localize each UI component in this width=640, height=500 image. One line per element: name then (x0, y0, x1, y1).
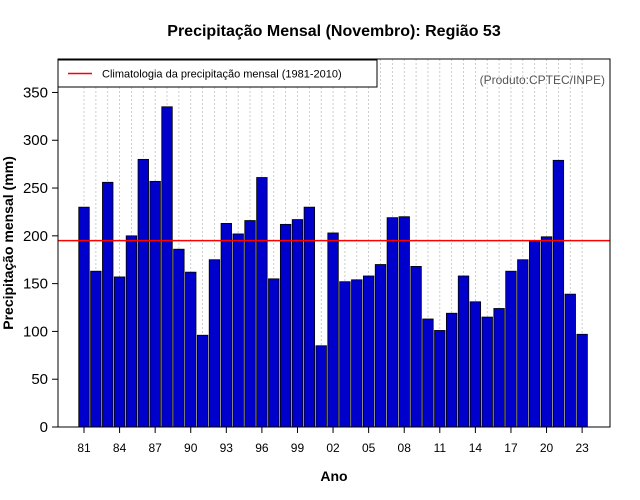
y-tick-label: 200 (23, 228, 48, 245)
x-tick-label: 02 (326, 441, 340, 455)
bar-11 (434, 330, 446, 428)
bar-06 (374, 264, 387, 428)
bar-88 (161, 106, 173, 428)
x-tick-label: 20 (540, 441, 554, 455)
bar-05 (362, 275, 375, 428)
bar-16 (493, 308, 505, 428)
bar-08 (398, 216, 410, 428)
chart-title: Precipitação Mensal (Novembro): Região 5… (167, 23, 501, 40)
y-tick-label: 50 (31, 371, 48, 388)
bar-12 (446, 312, 458, 428)
bar-19 (529, 241, 541, 428)
y-axis-label: Precipitação mensal (mm) (0, 156, 16, 330)
bar-17 (505, 270, 517, 428)
bar-98 (279, 223, 292, 428)
y-tick-label: 250 (23, 180, 48, 197)
legend-label: Climatologia da precipitação mensal (198… (102, 69, 342, 81)
bar-94 (232, 233, 244, 428)
x-axis: 81 84 87 90 93 96 99 02 05 08 11 14 17 20 23 (77, 427, 589, 455)
x-tick-label: 96 (255, 441, 269, 455)
x-tick-label: 99 (291, 441, 305, 455)
bar-22 (564, 293, 576, 428)
bar-83 (102, 181, 114, 428)
bar-99 (291, 219, 304, 428)
x-tick-label: 14 (469, 441, 483, 455)
y-tick-label: 300 (23, 132, 48, 149)
y-tick-label: 100 (23, 323, 48, 340)
x-tick-label: 87 (148, 441, 162, 455)
x-tick-label: 17 (504, 441, 518, 455)
x-tick-label: 08 (398, 441, 412, 455)
x-axis-label: Ano (320, 468, 347, 484)
bar-23 (576, 333, 588, 428)
bar-93 (220, 223, 232, 428)
bar-04 (351, 279, 363, 428)
bar-03 (339, 281, 351, 428)
bar-87 (149, 180, 161, 428)
x-tick-label: 90 (184, 441, 198, 455)
bar-84 (113, 276, 126, 428)
bar-10 (422, 318, 434, 428)
x-tick-label: 11 (434, 441, 447, 455)
bar-91 (196, 334, 209, 428)
x-tick-label: 23 (575, 441, 589, 455)
bar-86 (137, 158, 149, 428)
bar-21 (552, 159, 565, 428)
legend: Climatologia da precipitação mensal (198… (57, 59, 378, 88)
credit-text: (Produto:CPTEC/INPE) (480, 73, 605, 87)
y-tick-label: 350 (23, 84, 48, 101)
bar-01 (315, 345, 327, 428)
bar-96 (256, 177, 268, 428)
bar-95 (244, 220, 256, 428)
x-tick-label: 05 (362, 441, 376, 455)
bar-02 (327, 232, 339, 428)
bar-09 (410, 266, 422, 428)
y-tick-label: 0 (40, 419, 48, 436)
bar-92 (208, 259, 221, 428)
bar-07 (386, 217, 399, 428)
bar-97 (268, 278, 280, 428)
bars (78, 106, 588, 428)
bar-82 (90, 270, 102, 428)
bar-14 (469, 301, 482, 428)
x-tick-label: 93 (220, 441, 234, 455)
bar-89 (173, 248, 185, 428)
y-axis: 0 50 100 150 200 250 300 350 (23, 84, 58, 436)
bar-13 (457, 275, 470, 428)
x-tick-label: 84 (113, 441, 127, 455)
bar-20 (540, 236, 553, 428)
bar-18 (517, 259, 529, 428)
bar-90 (185, 271, 197, 428)
x-tick-label: 81 (77, 441, 91, 455)
y-tick-label: 150 (23, 276, 48, 293)
bar-15 (481, 316, 493, 428)
bar-85 (125, 235, 138, 428)
legend-box (57, 59, 378, 88)
plot-frame (57, 58, 611, 428)
